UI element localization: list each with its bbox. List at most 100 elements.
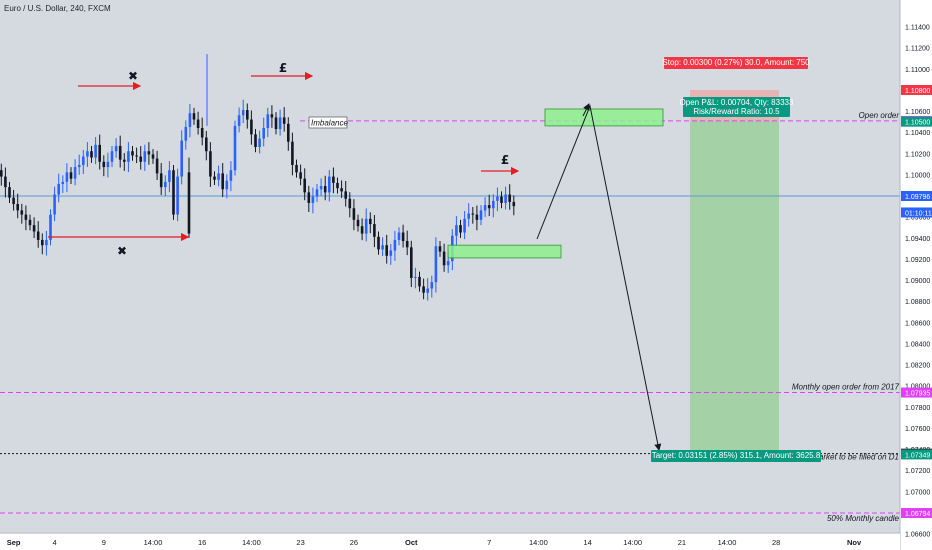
y-tick-label: 1.07600 <box>905 426 930 433</box>
candle-body <box>328 177 331 193</box>
candle-body <box>410 247 413 278</box>
candle-body <box>230 170 233 181</box>
y-tick-label: 1.08800 <box>905 299 930 306</box>
candle-body <box>508 195 511 202</box>
y-tick-label: 1.11200 <box>905 46 930 53</box>
candle-body <box>33 225 36 231</box>
candle-body <box>472 214 475 215</box>
candle-body <box>418 277 421 287</box>
x-tick-label: 26 <box>350 538 358 547</box>
price-tag: 1.09796 <box>905 194 930 201</box>
imbalance-label: Imbalance <box>311 119 348 128</box>
candle-body <box>455 225 458 236</box>
candle-body <box>111 151 114 162</box>
open-pnl-label: Open P&L: 0.00704, Qty: 83333 <box>680 98 794 107</box>
candle-body <box>8 187 11 198</box>
candle-body <box>435 246 438 282</box>
candle-body <box>74 167 77 179</box>
candle-body <box>312 197 315 203</box>
y-tick-label: 1.09400 <box>905 236 930 243</box>
x-tick-label: 14:00 <box>242 538 261 547</box>
candle-body <box>62 182 65 184</box>
price-tag: 1.10500 <box>905 120 930 127</box>
candle-body <box>86 151 89 156</box>
candle-body <box>66 172 69 182</box>
candle-body <box>127 151 130 162</box>
candle-body <box>422 286 425 292</box>
candle-body <box>103 162 106 167</box>
x-tick-label: 14:00 <box>718 538 737 547</box>
candle-body <box>189 113 192 127</box>
y-tick-label: 1.07200 <box>905 468 930 475</box>
candle-body <box>373 224 376 237</box>
candle-body <box>21 210 24 214</box>
candle-body <box>492 201 495 208</box>
x-tick-label: 7 <box>487 538 491 547</box>
y-tick-label: 1.09000 <box>905 278 930 285</box>
cross-marker: ✖ <box>128 69 138 83</box>
candle-body <box>193 113 196 119</box>
y-tick-label: 1.11400 <box>905 25 930 32</box>
candle-body <box>4 177 7 188</box>
candle-body <box>176 177 179 215</box>
open-pnl-label: Risk/Reward Ratio: 10.5 <box>693 107 780 116</box>
candle-body <box>209 151 212 176</box>
candle-body <box>115 146 118 151</box>
candle-body <box>287 124 290 142</box>
pound-marker: £ <box>279 61 287 75</box>
candle-body <box>262 128 265 139</box>
y-tick-label: 1.11000 <box>905 67 930 74</box>
candle-body <box>156 159 159 174</box>
candle-body <box>123 160 126 162</box>
candle-body <box>316 189 319 196</box>
monthly-open-label: Monthly open order from 2017 <box>792 383 900 392</box>
candle-body <box>168 170 171 182</box>
candle-body <box>365 219 368 234</box>
candle-body <box>45 240 48 245</box>
stop-label: Stop: 0.00300 (0.27%) 30.0, Amount: 750 <box>662 58 810 67</box>
candle-body <box>131 151 134 155</box>
cross-marker: ✖ <box>117 244 127 258</box>
candle-body <box>242 110 245 115</box>
candle-body <box>16 204 19 210</box>
candle-body <box>226 181 229 189</box>
candle-body <box>340 188 343 191</box>
candle-body <box>332 177 335 183</box>
candle-body <box>385 245 388 256</box>
candle-body <box>390 250 393 255</box>
price-tag: 01:10:11 <box>905 210 932 217</box>
candle-body <box>37 231 40 239</box>
candle-body <box>381 245 384 249</box>
y-tick-label: 1.10600 <box>905 109 930 116</box>
candle-body <box>369 219 372 224</box>
candle-body <box>29 220 32 225</box>
chart-title: Euro / U.S. Dollar, 240, FXCM <box>4 4 111 13</box>
candle-body <box>57 184 60 195</box>
candle-body <box>320 186 323 189</box>
market-d1-label: market to be filled on D1 <box>812 453 899 462</box>
candle-body <box>500 197 503 203</box>
candle-body <box>213 177 216 180</box>
y-tick-label: 1.06600 <box>905 532 930 539</box>
candle-body <box>303 179 306 193</box>
candle-body <box>291 142 294 165</box>
candle-body <box>254 134 257 147</box>
candle-body <box>144 151 147 162</box>
candle-body <box>188 172 191 233</box>
candle-body <box>361 226 364 233</box>
y-tick-label: 1.09200 <box>905 257 930 264</box>
candle-body <box>70 172 73 178</box>
candle-body <box>353 208 356 220</box>
x-tick-label: Oct <box>405 538 418 547</box>
candle-body <box>279 117 282 129</box>
candle-body <box>25 215 28 220</box>
price-tag: 1.10800 <box>905 88 930 95</box>
half-monthly-label: 50% Monthly candle <box>827 514 900 523</box>
candle-body <box>221 173 224 189</box>
candle-body <box>246 110 249 120</box>
candle-body <box>402 233 405 241</box>
candle-body <box>271 114 274 117</box>
candle-body <box>217 173 220 179</box>
